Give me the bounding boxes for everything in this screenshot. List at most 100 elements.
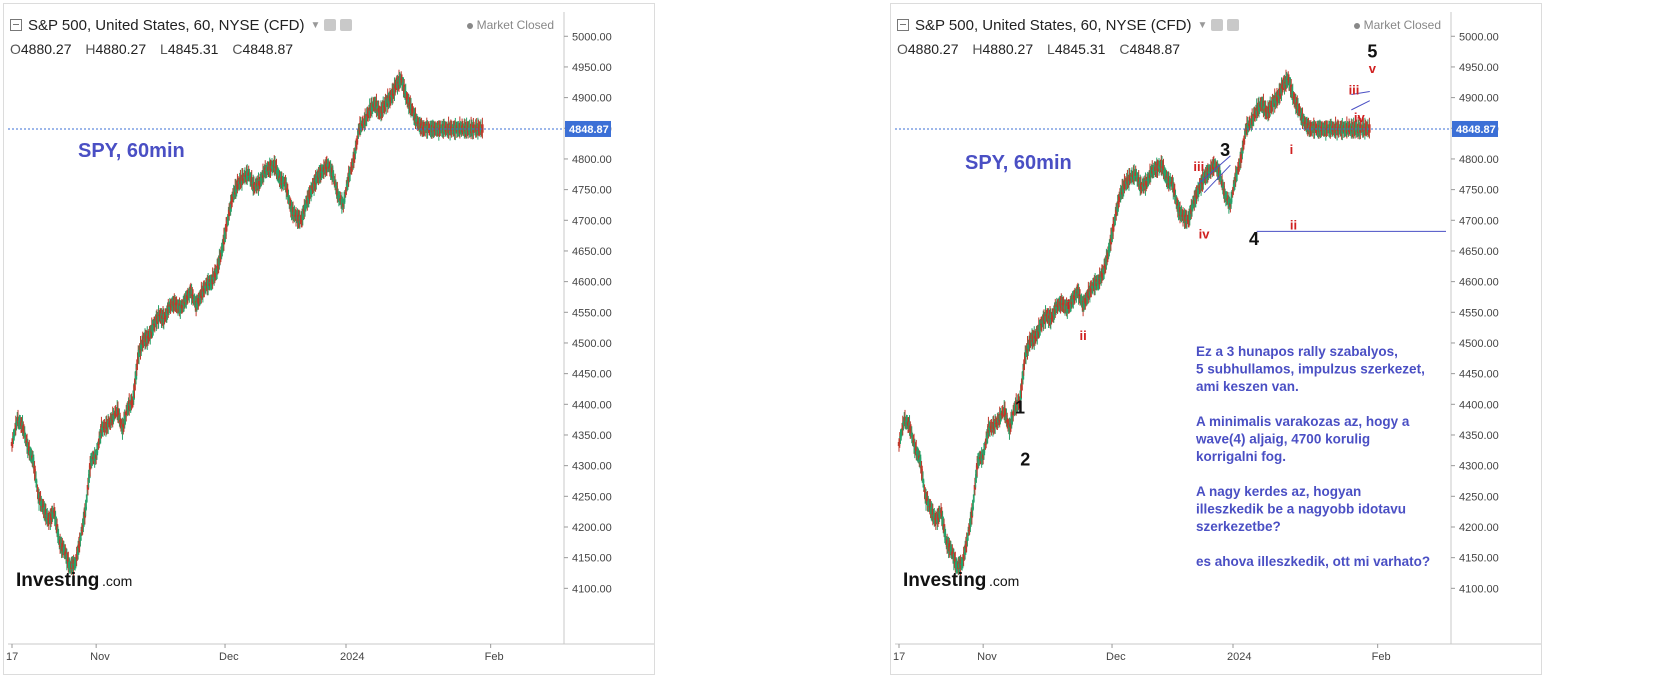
candle-body: [372, 103, 375, 108]
candle-body: [55, 524, 59, 534]
candle-body: [176, 304, 180, 310]
candle-body: [248, 175, 251, 177]
y-tick-label: 4400.00: [572, 399, 612, 411]
open-value: 4880.27: [907, 41, 959, 57]
y-tick-label: 4400.00: [1459, 399, 1499, 411]
y-tick-label: 4450.00: [572, 369, 612, 381]
wave-label: iv: [1354, 110, 1366, 125]
candle-body: [1111, 228, 1114, 236]
candle-body: [1145, 180, 1148, 186]
candle-body: [944, 536, 947, 541]
candle-body: [961, 559, 965, 562]
candle-body: [1218, 172, 1222, 177]
candle-body: [16, 416, 20, 424]
candle-body: [223, 234, 226, 239]
candle-body: [101, 426, 105, 431]
x-tick-label: Feb: [485, 651, 504, 663]
candle-body: [1172, 188, 1176, 193]
candle-body: [378, 110, 381, 113]
candle-body: [218, 256, 222, 258]
candle-body: [218, 255, 221, 266]
candle-body: [1147, 177, 1150, 180]
candle-body: [901, 422, 904, 430]
price-chart[interactable]: 5000.004950.004900.004850.004800.004750.…: [4, 4, 654, 674]
candle-body: [22, 430, 26, 433]
candle-body: [1232, 186, 1235, 192]
candle-body: [327, 165, 330, 168]
commentary-line: ami keszen van.: [1196, 379, 1299, 394]
candle-body: [1290, 84, 1293, 94]
collapse-icon[interactable]: [10, 19, 22, 31]
settings-icon[interactable]: [324, 19, 337, 31]
candle-body: [965, 538, 968, 546]
candle-body: [939, 510, 943, 513]
candle-body: [1091, 284, 1095, 288]
candle-body: [899, 436, 902, 439]
candle-body: [97, 444, 100, 446]
collapse-icon[interactable]: [897, 19, 909, 31]
low-label: L: [160, 41, 168, 57]
status-dot-icon: [466, 22, 473, 29]
candle-body: [1111, 223, 1115, 232]
y-tick-label: 4500.00: [572, 338, 612, 350]
candle-body: [1078, 295, 1082, 300]
candle-body: [190, 289, 193, 298]
candle-body: [22, 425, 25, 432]
candle-body: [1010, 416, 1013, 424]
settings-icon[interactable]: [1211, 19, 1224, 31]
candle-body: [1008, 424, 1011, 435]
candle-body: [204, 284, 208, 288]
candle-body: [54, 516, 57, 526]
candle-body: [193, 300, 196, 304]
candle-body: [336, 188, 339, 196]
investing-logo-suffix: .com: [102, 573, 132, 589]
candle-body: [370, 103, 374, 112]
candle-body: [14, 422, 17, 430]
candle-body: [396, 79, 399, 88]
candle-body: [348, 173, 351, 177]
candle-body: [900, 429, 904, 431]
wave-label: 4: [1249, 229, 1259, 249]
candle-body: [1199, 179, 1203, 190]
candle-body: [315, 176, 319, 179]
candle-body: [355, 140, 359, 143]
candle-body: [350, 165, 353, 169]
candle-body: [96, 448, 99, 450]
candle-body: [1229, 198, 1233, 204]
candle-body: [366, 112, 370, 115]
candle-body: [1272, 99, 1275, 108]
candle-body: [191, 294, 194, 296]
candle-body: [1134, 172, 1137, 176]
candle-body: [1202, 176, 1206, 179]
gear-icon[interactable]: [1227, 19, 1240, 31]
price-chart-annotated[interactable]: 5000.004950.004900.004850.004800.004750.…: [891, 4, 1541, 674]
candle-body: [1160, 160, 1164, 171]
candle-body: [1235, 170, 1239, 174]
candle-body: [232, 191, 235, 197]
candle-body: [1022, 368, 1025, 370]
candle-body: [1034, 335, 1037, 339]
candle-body: [40, 504, 44, 506]
candle-body: [1066, 305, 1069, 314]
chevron-down-icon[interactable]: ▼: [310, 19, 321, 31]
candle-body: [1054, 304, 1057, 314]
candle-body: [400, 78, 403, 80]
gear-icon[interactable]: [340, 19, 353, 31]
candle-body: [203, 286, 207, 289]
candle-body: [975, 463, 979, 470]
candle-body: [382, 103, 385, 113]
y-tick-label: 4550.00: [1459, 307, 1499, 319]
chevron-down-icon[interactable]: ▼: [1197, 19, 1208, 31]
candle-body: [79, 534, 83, 536]
candle-body: [36, 490, 39, 492]
candle-body: [1297, 109, 1300, 111]
last-price-badge: [1452, 120, 1498, 137]
candle-body: [1262, 100, 1265, 111]
candle-body: [1287, 78, 1290, 80]
candle-body: [1024, 349, 1028, 357]
candle-body: [1117, 201, 1120, 205]
candle-body: [1287, 79, 1291, 84]
candle-body: [404, 91, 407, 100]
candle-body: [137, 349, 141, 357]
y-tick-label: 4350.00: [572, 430, 612, 442]
